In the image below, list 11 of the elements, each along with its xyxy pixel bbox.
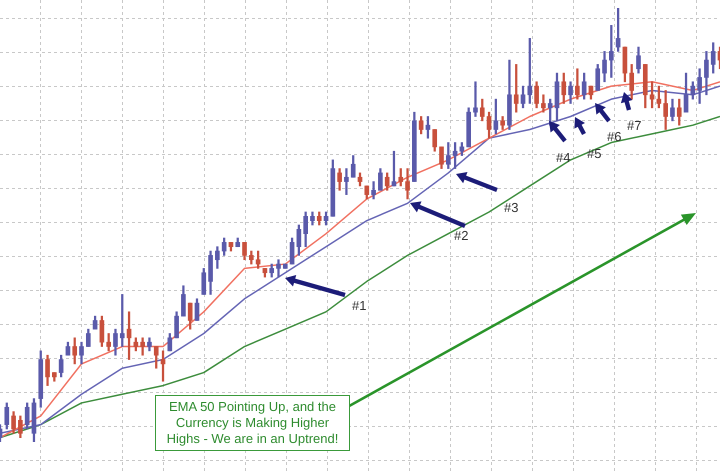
annotation: #4: [556, 150, 570, 165]
annotation: #6: [607, 129, 622, 144]
annotation: #5: [587, 146, 602, 161]
annotation: EMA 50 Pointing Up, and the Currency is Making Higher Highs - We are in an Uptrend!: [155, 395, 350, 451]
candlestick: [527, 38, 532, 104]
annotation: #3: [504, 200, 518, 215]
annotation: #7: [627, 118, 642, 133]
annotation: #1: [352, 298, 366, 313]
candlestick: [608, 25, 614, 78]
candlestick: [120, 294, 125, 347]
annotation: #2: [454, 228, 468, 243]
